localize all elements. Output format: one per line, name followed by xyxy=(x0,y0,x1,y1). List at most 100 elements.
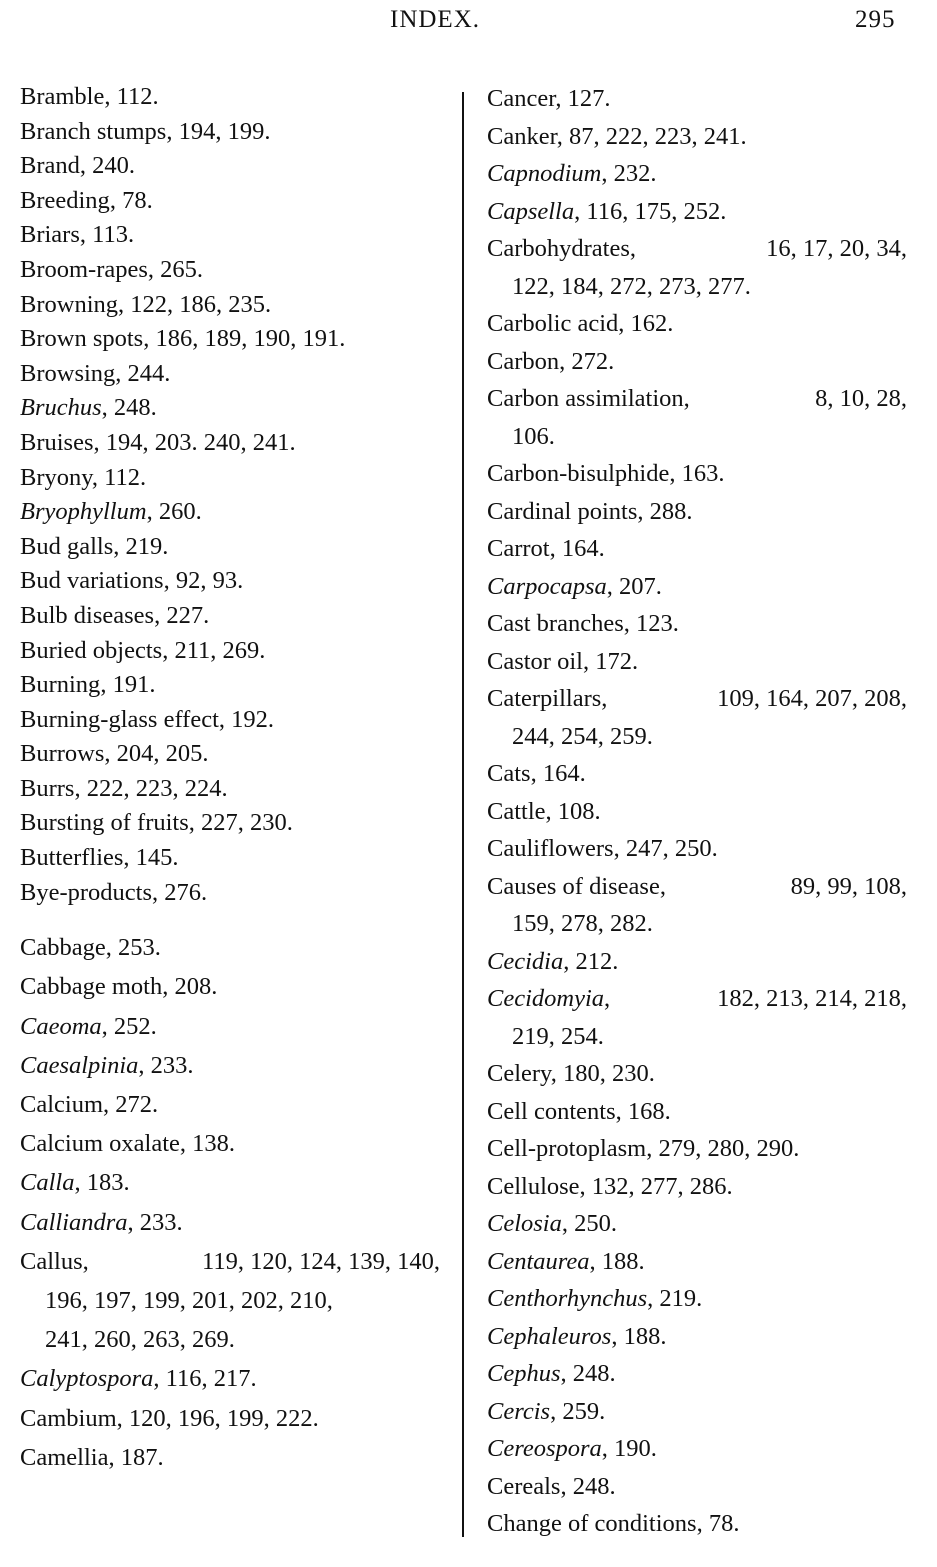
index-entry: Bye-products, 276. xyxy=(20,878,208,906)
index-entry: Carbon assimilation, 8, 10, 28, xyxy=(487,380,907,418)
index-entry: Bud variations, 92, 93. xyxy=(20,567,244,595)
index-term: Cecidomyia xyxy=(487,985,605,1012)
index-pages: 116, 175, 252. xyxy=(586,197,727,225)
index-entry: Cell contents, 168. xyxy=(487,1097,671,1125)
index-term: Buried objects xyxy=(20,636,163,664)
index-term: Cercis xyxy=(487,1397,551,1425)
index-entry: Breeding, 78. xyxy=(20,186,153,214)
index-term: Camellia xyxy=(20,1443,109,1471)
index-pages: 89, 99, 108, xyxy=(790,872,907,900)
index-entry: Cabbage moth, 208. xyxy=(20,973,218,1001)
index-entry: Bramble, 112. xyxy=(20,83,159,110)
index-term: Cephus xyxy=(487,1360,561,1387)
index-pages: 248. xyxy=(572,1472,616,1500)
index-pages: 240. xyxy=(92,152,135,180)
index-pages: 272. xyxy=(115,1091,159,1118)
index-entry: Centaurea, 188. xyxy=(487,1247,645,1275)
index-entry: Brown spots, 186, 189, 190, 191. xyxy=(20,325,346,353)
index-entry: Butterflies, 145. xyxy=(20,844,179,872)
index-pages: 190. xyxy=(614,1435,657,1462)
index-entry: Burning, 191. xyxy=(20,671,156,699)
index-entry: Carpocapsa, 207. xyxy=(487,572,662,600)
index-pages: 211, 269. xyxy=(174,636,266,664)
index-term: Carbon xyxy=(487,347,560,375)
index-pages: 123. xyxy=(636,610,679,637)
index-pages: 187. xyxy=(120,1443,164,1471)
index-term: Browsing xyxy=(20,359,116,387)
index-pages: 112. xyxy=(116,83,159,110)
index-entry: Cast branches, 123. xyxy=(487,610,679,637)
index-entry: Cercis, 259. xyxy=(487,1397,606,1425)
index-term: Bye-products xyxy=(20,878,152,906)
index-term: Branch stumps xyxy=(20,117,167,145)
index-term: Cancer xyxy=(487,85,556,112)
index-term: Calla xyxy=(20,1169,75,1197)
index-term: Cambium xyxy=(20,1404,117,1432)
index-entry: Bulb diseases, 227. xyxy=(20,601,210,629)
index-column-left: Bramble, 112. Branch stumps, 194, 199. Bra… xyxy=(20,80,450,1477)
index-entry: Bruchus, 248. xyxy=(20,394,157,422)
index-entry: Camellia, 187. xyxy=(20,1443,164,1471)
index-term: Broom-rapes xyxy=(20,255,148,283)
index-pages: 259. xyxy=(562,1397,606,1425)
index-pages: 16, 17, 20, 34, xyxy=(766,235,907,262)
index-pages: 180, 230. xyxy=(562,1060,655,1087)
index-entry-continuation: 196, 197, 199, 201, 202, 210, xyxy=(45,1286,333,1314)
index-term: Cabbage xyxy=(20,934,106,962)
index-term: Cecidia xyxy=(487,947,564,975)
index-term: Carbon-bisulphide xyxy=(487,460,670,487)
index-term: Calcium xyxy=(20,1091,104,1118)
index-entry: Centhorhynchus, 219. xyxy=(487,1285,703,1312)
index-term: Canker xyxy=(487,122,557,150)
index-entry: Canker, 87, 222, 223, 241. xyxy=(487,122,747,150)
index-entry: Cancer, 127. xyxy=(487,85,611,112)
index-entry-continuation: 159, 278, 282. xyxy=(512,910,653,937)
index-entry: Capsella, 116, 175, 252. xyxy=(487,197,727,225)
index-term: Carbon assimilation xyxy=(487,385,684,412)
index-entry: Cardinal points, 288. xyxy=(487,497,693,525)
index-pages: 8, 10, 28, xyxy=(815,385,907,412)
page-number: 295 xyxy=(855,6,896,33)
index-entry: Carbon, 272. xyxy=(487,347,615,375)
index-entry: Calliandra, 233. xyxy=(20,1208,183,1236)
index-pages: 78. xyxy=(708,1510,740,1537)
index-pages: 127. xyxy=(567,85,611,112)
index-entry: Carbon-bisulphide, 163. xyxy=(487,460,725,487)
index-term: Bramble xyxy=(20,83,105,110)
index-term: Bruchus xyxy=(20,394,102,422)
index-term: Butterflies xyxy=(20,844,124,872)
index-entry: Briars, 113. xyxy=(20,221,135,249)
index-entry: Browsing, 244. xyxy=(20,359,171,387)
index-entry: Carbolic acid, 162. xyxy=(487,310,674,337)
index-pages: 250. xyxy=(574,1210,617,1237)
index-term: Cauliflowers xyxy=(487,835,614,862)
index-pages: 188. xyxy=(623,1322,667,1350)
index-entry-continuation: 106. xyxy=(512,422,555,450)
index-entry: Capnodium, 232. xyxy=(487,160,657,187)
index-pages: 162. xyxy=(630,310,674,337)
index-entry: Bryophyllum, 260. xyxy=(20,498,202,526)
index-term: Carbolic acid xyxy=(487,310,619,337)
index-pages: 191. xyxy=(112,671,156,699)
index-entry: Cattle, 108. xyxy=(487,797,601,825)
index-pages: 219. xyxy=(125,532,169,560)
index-pages: 132, 277, 286. xyxy=(591,1172,733,1200)
index-term: Cell contents xyxy=(487,1097,616,1125)
index-entry: Carbohydrates, 16, 17, 20, 34, xyxy=(487,230,907,268)
index-term: Cattle xyxy=(487,797,546,825)
index-entry: Celery, 180, 230. xyxy=(487,1060,655,1087)
index-entry: Cell-protoplasm, 279, 280, 290. xyxy=(487,1135,800,1162)
index-pages: 233. xyxy=(139,1208,183,1236)
index-pages: 168. xyxy=(627,1097,671,1125)
index-pages: 122, 186, 235. xyxy=(130,290,272,318)
index-term: Centhorhynchus xyxy=(487,1285,648,1312)
index-pages: 113. xyxy=(92,221,135,249)
index-letter-group: Cabbage, 253. Cabbage moth, 208. Caeoma, 2… xyxy=(20,928,450,1477)
index-entry: Cellulose, 132, 277, 286. xyxy=(487,1172,733,1200)
index-term: Browning xyxy=(20,290,118,318)
index-term: Breeding xyxy=(20,186,110,214)
index-term: Bud galls xyxy=(20,532,114,560)
index-entry: Branch stumps, 194, 199. xyxy=(20,117,271,145)
index-term: Calliandra xyxy=(20,1208,128,1236)
index-term: Caeoma xyxy=(20,1012,102,1040)
